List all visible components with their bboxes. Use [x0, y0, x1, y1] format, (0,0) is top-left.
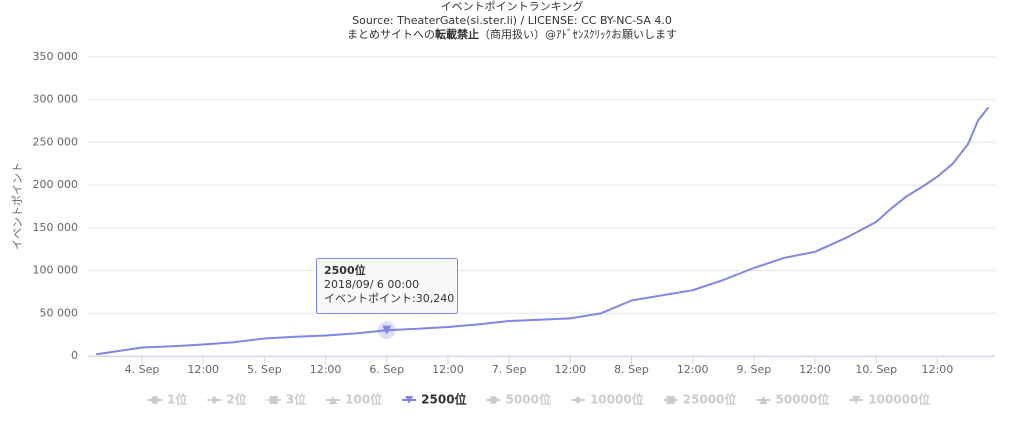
y-tick-label: 350 000	[33, 50, 79, 63]
tooltip-time: 2018/09/ 6 00:00	[324, 278, 419, 291]
x-tick-label: 12:00	[432, 363, 464, 376]
legend: 1位 2位 3位 100位 2500位 5000位 10000位 25000位 50000位 10…	[148, 392, 930, 407]
x-tick-label: 6. Sep	[369, 363, 404, 376]
legend-symbol	[666, 396, 675, 404]
legend-item[interactable]: 25000位	[683, 392, 737, 407]
legend-item[interactable]: 1位	[167, 392, 187, 407]
y-tick-label: 50 000	[40, 306, 79, 319]
x-tick-label: 12:00	[310, 363, 342, 376]
notice-text: まとめサイトへの	[347, 28, 435, 41]
y-tick-label: 0	[71, 349, 78, 362]
legend-symbol	[210, 396, 219, 404]
legend-item[interactable]: 10000位	[590, 392, 644, 407]
legend-symbol	[151, 396, 159, 404]
x-tick-label: 12:00	[554, 363, 586, 376]
tooltip-title: 2500位	[324, 263, 366, 277]
x-tick-label: 4. Sep	[125, 363, 160, 376]
x-tick-label: 7. Sep	[492, 363, 527, 376]
legend-symbol	[852, 396, 861, 404]
y-tick-label: 250 000	[33, 135, 79, 148]
grid: 0 50 000 100 000 150 000 200 000 250 000 300 0…	[33, 50, 995, 376]
y-tick-label: 300 000	[33, 93, 79, 106]
x-tick-label: 12:00	[799, 363, 831, 376]
notice-bold: 転載禁止	[435, 27, 479, 41]
series-line	[96, 106, 990, 356]
x-tick-label: 10. Sep	[855, 363, 897, 376]
y-tick-label: 100 000	[33, 264, 79, 277]
legend-item[interactable]: 2500位	[421, 392, 466, 407]
legend-symbol	[329, 396, 338, 404]
x-tick-label: 12:00	[187, 363, 219, 376]
legend-item[interactable]: 2位	[226, 392, 246, 407]
x-tick-label: 12:00	[677, 363, 709, 376]
legend-item[interactable]: 50000位	[775, 392, 829, 407]
y-axis-label: イベントポイント	[11, 162, 24, 250]
plot	[96, 106, 990, 356]
hover-marker	[382, 325, 392, 335]
legend-item[interactable]: 3位	[286, 392, 306, 407]
y-tick-label: 150 000	[33, 221, 79, 234]
legend-symbol	[573, 396, 582, 404]
legend-item[interactable]: 100位	[345, 392, 382, 407]
legend-symbol	[759, 396, 768, 404]
x-tick-label: 12:00	[922, 363, 954, 376]
y-tick-label: 200 000	[33, 178, 79, 191]
x-tick-label: 8. Sep	[614, 363, 649, 376]
x-tick-label: 9. Sep	[736, 363, 771, 376]
legend-item[interactable]: 5000位	[506, 392, 551, 407]
legend-symbol	[269, 396, 278, 404]
notice-text: （商用扱い）@ｱﾄﾞｾﾝｽｸﾘｯｸお願いします	[479, 27, 677, 41]
chart-title: イベントポイントランキング	[441, 0, 584, 13]
legend-item[interactable]: 100000位	[868, 392, 930, 407]
x-tick-label: 5. Sep	[247, 363, 282, 376]
chart-notice: まとめサイトへの転載禁止（商用扱い）@ｱﾄﾞｾﾝｽｸﾘｯｸお願いします	[347, 27, 677, 41]
legend-symbol	[489, 396, 498, 404]
legend-symbol	[405, 396, 414, 404]
tooltip-text: イベントポイント:30,240	[324, 292, 454, 305]
tooltip-box	[316, 258, 458, 314]
chart-subtitle: Source: TheaterGate(si.ster.li) / LICENS…	[352, 14, 672, 27]
